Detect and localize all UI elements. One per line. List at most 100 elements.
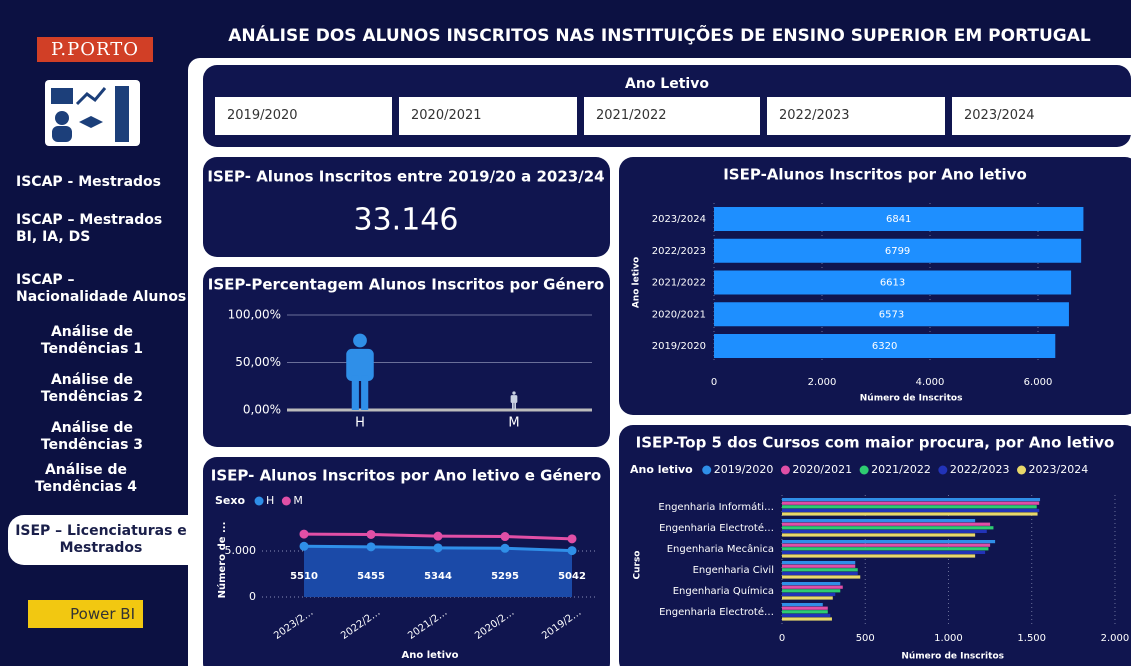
value-label: 5042 xyxy=(558,571,586,582)
y-tick-label: 2019/2020 xyxy=(652,341,706,352)
bar xyxy=(782,547,988,550)
bar xyxy=(782,533,975,536)
value-label: 6320 xyxy=(872,341,897,352)
legend-label: 2019/2020 xyxy=(714,463,774,476)
legend-marker xyxy=(282,497,291,506)
bar xyxy=(782,565,855,568)
icon-leg xyxy=(512,402,514,410)
x-tick-label: 2.000 xyxy=(1101,633,1130,644)
x-tick-label: 0 xyxy=(711,377,717,388)
legend-title: Sexo xyxy=(215,494,245,507)
value-label: 6799 xyxy=(885,246,910,257)
kpi-value: 33.146 xyxy=(354,203,459,238)
icon-body xyxy=(346,349,373,381)
legend-marker xyxy=(1017,466,1026,475)
y-tick-label: Engenharia Civil xyxy=(693,565,774,576)
icon-head xyxy=(353,334,367,348)
y-tick-label: 50,00% xyxy=(235,355,281,369)
point xyxy=(367,542,376,551)
x-tick-label: 6.000 xyxy=(1024,377,1053,388)
dashboard: P.PORTO ANÁLISE DOS ALUNOS INSCRITOS NAS… xyxy=(0,0,1131,666)
bar xyxy=(782,498,1040,501)
y-axis-title: Número de ... xyxy=(216,522,228,599)
chart-title: ISEP-Top 5 dos Cursos com maior procura,… xyxy=(636,434,1115,452)
chart-title: ISEP-Percentagem Alunos Inscritos por Gé… xyxy=(208,276,604,294)
x-tick-label: 2022/2… xyxy=(339,607,382,642)
y-axis-title: Curso xyxy=(633,551,643,580)
person-icon xyxy=(346,334,373,410)
y-tick-label: 0,00% xyxy=(243,403,281,417)
bar xyxy=(782,512,1038,515)
y-tick-label: Engenharia Electroté… xyxy=(659,606,774,618)
bar xyxy=(782,523,990,526)
icon-head xyxy=(512,391,515,394)
x-tick-label: 2020/2… xyxy=(473,607,516,642)
point xyxy=(300,530,309,539)
x-axis-title: Número de Inscritos xyxy=(860,394,963,404)
person-icon xyxy=(511,391,518,410)
bar xyxy=(782,614,830,617)
x-tick-label: 2023/2… xyxy=(272,607,315,642)
legend-marker xyxy=(781,466,790,475)
y-tick-label: Engenharia Electroté… xyxy=(659,522,774,534)
icon-leg xyxy=(361,376,368,410)
x-axis-title: Número de Inscritos xyxy=(901,652,1004,662)
y-tick-label: Engenharia Química xyxy=(673,585,774,597)
x-axis-title: Ano letivo xyxy=(401,650,458,661)
y-tick-label: 2022/2023 xyxy=(652,246,706,257)
legend-label: 2020/2021 xyxy=(792,463,852,476)
value-label: 5344 xyxy=(424,571,452,582)
y-tick-label: 2021/2022 xyxy=(652,278,706,289)
value-label: 5510 xyxy=(290,571,318,582)
legend-label: H xyxy=(266,494,274,507)
icon-body xyxy=(511,395,518,403)
x-tick-label: 500 xyxy=(856,633,875,644)
bar xyxy=(782,554,975,557)
bar xyxy=(782,505,1037,508)
point xyxy=(568,546,577,555)
charts: ISEP- Alunos Inscritos entre 2019/20 a 2… xyxy=(0,0,1131,666)
bar xyxy=(782,593,835,596)
chart-title: ISEP-Alunos Inscritos por Ano letivo xyxy=(723,166,1027,184)
legend-label: M xyxy=(293,494,303,507)
legend-title: Ano letivo xyxy=(630,463,693,476)
bar xyxy=(782,540,995,543)
icon-leg xyxy=(514,402,516,410)
x-tick-label: 4.000 xyxy=(916,377,945,388)
point xyxy=(434,532,443,541)
x-tick-label: 2019/2… xyxy=(540,607,583,642)
value-label: 6613 xyxy=(880,278,905,289)
y-tick-label: Engenharia Informáti… xyxy=(658,501,774,513)
value-label: 6841 xyxy=(886,214,911,225)
value-label: 6573 xyxy=(879,309,904,320)
bar xyxy=(782,519,975,522)
bar xyxy=(782,610,828,613)
bar xyxy=(782,551,985,554)
y-tick-label: Engenharia Mecânica xyxy=(667,543,774,555)
y-tick-label: 0 xyxy=(249,590,256,603)
bar xyxy=(782,568,858,571)
legend-marker xyxy=(702,466,711,475)
icon-leg xyxy=(352,376,359,410)
y-axis-title: Ano letivo xyxy=(632,257,642,308)
bar xyxy=(782,607,828,610)
y-tick-label: 5.000 xyxy=(225,544,257,557)
bar xyxy=(782,530,987,533)
point xyxy=(501,544,510,553)
point xyxy=(367,530,376,539)
bar xyxy=(782,589,840,592)
y-tick-label: 2020/2021 xyxy=(652,309,706,320)
bar xyxy=(782,582,840,585)
bar xyxy=(782,509,1039,512)
value-label: 5295 xyxy=(491,571,519,582)
y-tick-label: 2023/2024 xyxy=(652,214,706,225)
point xyxy=(568,534,577,543)
legend-label: 2021/2022 xyxy=(871,463,931,476)
x-tick-label: M xyxy=(508,416,519,431)
legend-marker xyxy=(255,497,264,506)
bar xyxy=(782,596,833,599)
bar xyxy=(782,526,993,529)
legend-marker xyxy=(860,466,869,475)
x-tick-label: 0 xyxy=(779,633,785,644)
value-label: 5455 xyxy=(357,571,385,582)
